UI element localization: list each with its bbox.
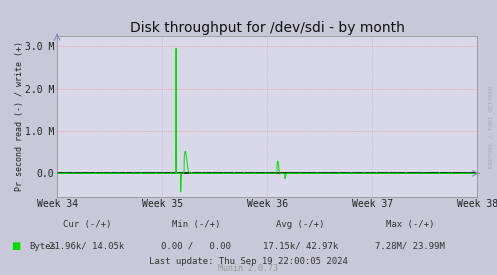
Text: Min (-/+): Min (-/+) <box>172 220 221 229</box>
Y-axis label: Pr second read (-) / write (+): Pr second read (-) / write (+) <box>14 41 24 191</box>
Text: 0.00 /   0.00: 0.00 / 0.00 <box>162 242 231 251</box>
Text: Munin 2.0.73: Munin 2.0.73 <box>219 264 278 273</box>
Title: Disk throughput for /dev/sdi - by month: Disk throughput for /dev/sdi - by month <box>130 21 405 35</box>
Text: Max (-/+): Max (-/+) <box>386 220 434 229</box>
Text: Last update: Thu Sep 19 22:00:05 2024: Last update: Thu Sep 19 22:00:05 2024 <box>149 257 348 266</box>
Text: Bytes: Bytes <box>29 242 56 251</box>
Text: 7.28M/ 23.99M: 7.28M/ 23.99M <box>375 242 445 251</box>
Text: Cur (-/+): Cur (-/+) <box>63 220 111 229</box>
Text: 21.96k/ 14.05k: 21.96k/ 14.05k <box>49 242 125 251</box>
Text: Avg (-/+): Avg (-/+) <box>276 220 325 229</box>
Text: 17.15k/ 42.97k: 17.15k/ 42.97k <box>263 242 338 251</box>
Text: RRDTOOL / TOBI OETIKER: RRDTOOL / TOBI OETIKER <box>489 85 494 168</box>
Text: ■: ■ <box>11 241 20 251</box>
